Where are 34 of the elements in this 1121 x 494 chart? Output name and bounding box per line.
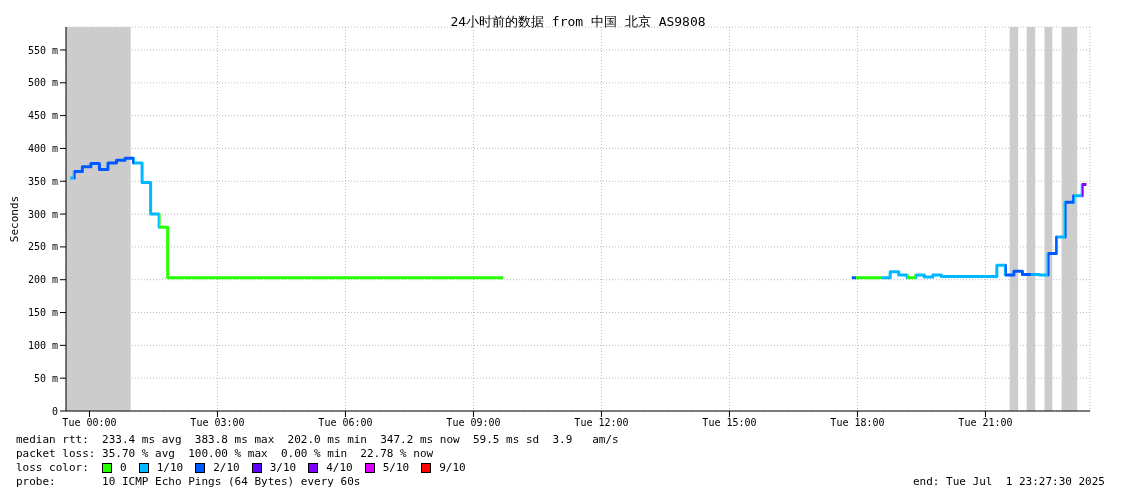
x-tick-label: Tue 21:00 bbox=[958, 417, 1013, 429]
x-tick-label: Tue 09:00 bbox=[446, 417, 501, 429]
y-tick-label: 300 m bbox=[27, 208, 58, 220]
y-tick-label: 0 bbox=[51, 405, 58, 417]
y-tick-label: 500 m bbox=[27, 77, 58, 89]
y-tick-label: 100 m bbox=[27, 339, 58, 351]
y-tick-label: 550 m bbox=[27, 44, 58, 56]
x-tick-label: Tue 15:00 bbox=[702, 417, 757, 429]
y-tick-label: 400 m bbox=[27, 142, 58, 154]
x-tick-label: Tue 18:00 bbox=[830, 417, 885, 429]
text: end: Tue Jul 1 23:27:30 2025 bbox=[912, 475, 1105, 489]
y-tick-label: 50 m bbox=[33, 372, 58, 384]
x-tick-label: Tue 12:00 bbox=[574, 417, 629, 429]
text: probe: 10 ICMP Echo Pings (64 Bytes) every 60s bbox=[16, 475, 361, 489]
text: packet loss: 35.70 % avg 100.00 % max 0.00 % min 22.78 % now bbox=[16, 447, 435, 461]
y-tick-label: 250 m bbox=[27, 241, 58, 253]
y-tick-label: 450 m bbox=[27, 110, 58, 122]
legend-label: 3/10 bbox=[268, 461, 297, 474]
legend-title: loss color: bbox=[16, 461, 90, 474]
text: median rtt: 233.4 ms avg 383.8 ms max 202.0 ms min 347.2 ms now 59.5 ms sd 3.9 am/s bbox=[16, 433, 620, 447]
legend-label: 1/10 bbox=[155, 461, 184, 474]
legend-label: 4/10 bbox=[325, 461, 353, 474]
x-tick-label: Tue 03:00 bbox=[190, 417, 245, 429]
y-tick-label: 150 m bbox=[27, 307, 58, 319]
legend-label: 0 bbox=[119, 461, 127, 474]
x-tick-label: Tue 00:00 bbox=[62, 417, 117, 429]
legend-label: 9/10 bbox=[438, 461, 466, 474]
legend-label: 2/10 bbox=[212, 461, 240, 474]
y-tick-label: 200 m bbox=[27, 274, 58, 286]
chart-title: 24小时前的数据 from 中国 北京 AS9808 bbox=[449, 13, 707, 31]
y-tick-label: 350 m bbox=[27, 175, 58, 187]
legend-label: 5/10 bbox=[381, 461, 410, 474]
x-tick-label: Tue 06:00 bbox=[318, 417, 373, 429]
y-axis-title: Seconds bbox=[8, 195, 21, 243]
